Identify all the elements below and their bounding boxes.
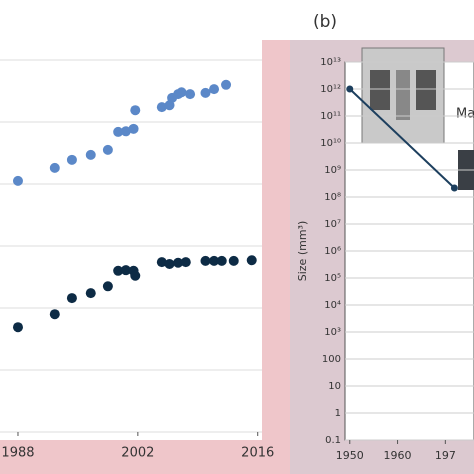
data-point: [49, 162, 60, 173]
y-tick-label: 10³: [324, 327, 341, 338]
data-point: [12, 322, 23, 333]
data-point: [246, 255, 257, 266]
y-tick-label: 10⁴: [324, 300, 341, 311]
y-tick-label: 10⁵: [324, 273, 341, 284]
annotation: Ma: [456, 107, 474, 122]
data-point: [209, 84, 220, 95]
data-point: [66, 154, 77, 165]
y-tick-label: 10⁷: [324, 219, 341, 230]
mainframe-image: [361, 47, 445, 144]
data-point: [200, 255, 211, 266]
data-point: [12, 175, 23, 186]
data-point: [200, 87, 211, 98]
data-point: [130, 270, 141, 281]
data-point: [113, 265, 124, 276]
data-point: [216, 255, 227, 266]
data-point: [66, 293, 77, 304]
data-point: [113, 126, 124, 137]
y-tick-label: 10¹³: [320, 57, 341, 68]
data-point: [209, 255, 220, 266]
data-point: [85, 149, 96, 160]
x-tick-label: 1960: [384, 449, 412, 462]
data-point: [346, 85, 354, 93]
y-tick-label: 100: [322, 354, 341, 365]
data-point: [156, 102, 167, 113]
y-tick-label: 10⁸: [324, 192, 341, 203]
x-tick-label: 2002: [121, 446, 154, 461]
panel-label: (b): [313, 12, 337, 32]
x-tick-label: 1988: [1, 446, 34, 461]
y-tick-label: 10⁹: [324, 165, 341, 176]
data-point: [228, 255, 239, 266]
data-line: [349, 88, 456, 189]
data-point: [180, 257, 191, 268]
y-tick-label: 10¹⁰: [320, 138, 341, 149]
data-point: [176, 87, 187, 98]
mainframe-panel: [396, 70, 410, 120]
y-tick-label: 1: [335, 408, 341, 419]
data-point: [221, 79, 232, 90]
y-tick-label: 10: [328, 381, 341, 392]
x-tick-label: 2016: [241, 446, 274, 461]
data-point: [130, 105, 141, 116]
data-point: [102, 144, 113, 155]
mainframe-panel: [370, 70, 390, 110]
data-point: [156, 257, 167, 268]
data-point: [128, 123, 139, 134]
data-point: [185, 89, 196, 100]
mainframe-panel: [416, 70, 436, 110]
y-tick-label: 10¹²: [320, 84, 341, 95]
data-point: [49, 309, 60, 320]
data-point: [173, 257, 184, 268]
x-tick-label: 1950: [336, 449, 364, 462]
data-point: [120, 126, 131, 137]
data-point: [120, 265, 131, 276]
left-plot-bg: [0, 40, 262, 440]
y-axis-label: Size (mm³): [296, 221, 309, 282]
data-point: [450, 184, 458, 192]
data-point: [102, 281, 113, 292]
x-tick-label: 197: [435, 449, 456, 462]
data-point: [85, 288, 96, 299]
data-point: [164, 258, 175, 269]
y-tick-label: 0.1: [325, 435, 341, 446]
y-tick-label: 10⁶: [324, 246, 341, 257]
y-tick-label: 10¹¹: [320, 111, 341, 122]
